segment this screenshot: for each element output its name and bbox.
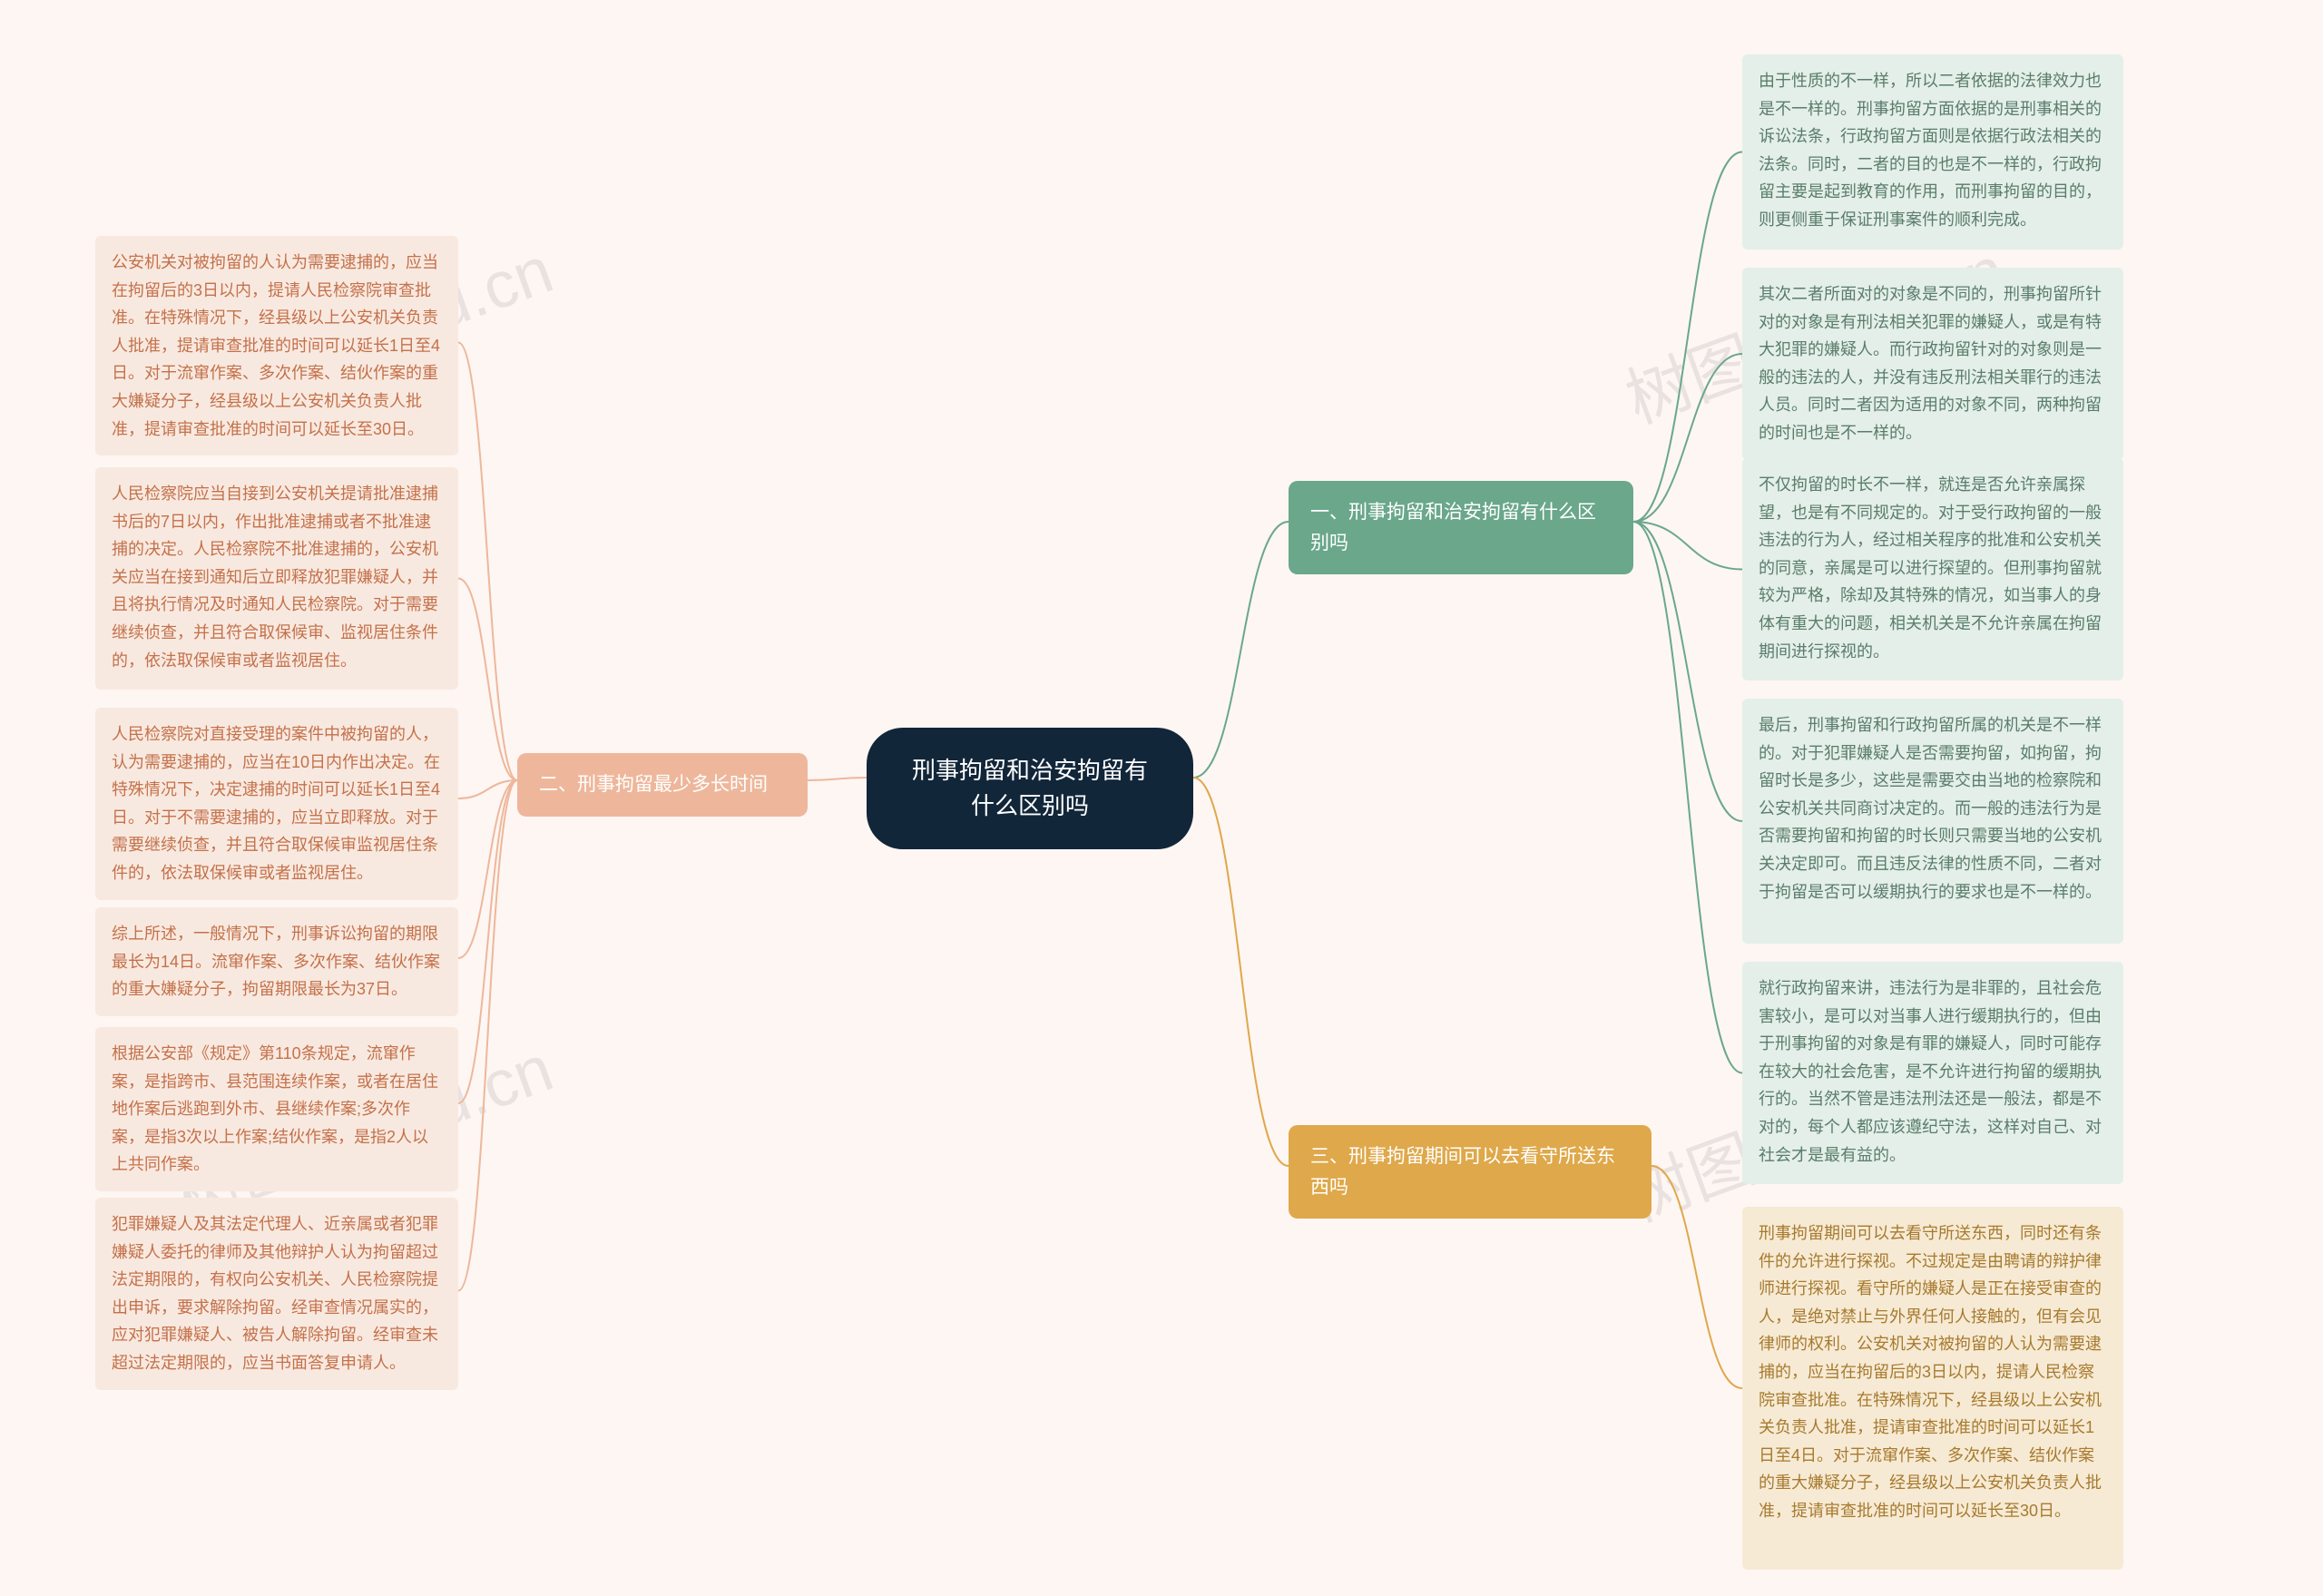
leaf-node[interactable]: 人民检察院对直接受理的案件中被拘留的人，认为需要逮捕的，应当在10日内作出决定。… — [95, 708, 458, 900]
leaf-node[interactable]: 最后，刑事拘留和行政拘留所属的机关是不一样的。对于犯罪嫌疑人是否需要拘留，如拘留… — [1742, 699, 2123, 944]
leaf-node[interactable]: 其次二者所面对的对象是不同的，刑事拘留所针对的对象是有刑法相关犯罪的嫌疑人，或是… — [1742, 268, 2123, 460]
leaf-node[interactable]: 人民检察院应当自接到公安机关提请批准逮捕书后的7日以内，作出批准逮捕或者不批准逮… — [95, 467, 458, 690]
leaf-node[interactable]: 根据公安部《规定》第110条规定，流窜作案，是指跨市、县范围连续作案，或者在居住… — [95, 1027, 458, 1191]
branch-node[interactable]: 一、刑事拘留和治安拘留有什么区别吗 — [1289, 481, 1633, 574]
branch-node[interactable]: 三、刑事拘留期间可以去看守所送东西吗 — [1289, 1125, 1652, 1219]
leaf-node[interactable]: 由于性质的不一样，所以二者依据的法律效力也是不一样的。刑事拘留方面依据的是刑事相… — [1742, 54, 2123, 250]
leaf-node[interactable]: 公安机关对被拘留的人认为需要逮捕的，应当在拘留后的3日以内，提请人民检察院审查批… — [95, 236, 458, 455]
leaf-node[interactable]: 犯罪嫌疑人及其法定代理人、近亲属或者犯罪嫌疑人委托的律师及其他辩护人认为拘留超过… — [95, 1198, 458, 1390]
branch-node[interactable]: 二、刑事拘留最少多长时间 — [517, 753, 808, 817]
leaf-node[interactable]: 不仅拘留的时长不一样，就连是否允许亲属探望，也是有不同规定的。对于受行政拘留的一… — [1742, 458, 2123, 681]
leaf-node[interactable]: 就行政拘留来讲，违法行为是非罪的，且社会危害较小，是可以对当事人进行缓期执行的，… — [1742, 962, 2123, 1184]
leaf-node[interactable]: 综上所述，一般情况下，刑事诉讼拘留的期限最长为14日。流窜作案、多次作案、结伙作… — [95, 907, 458, 1016]
mindmap-canvas: 树图 shutu.cn树图 shutu.cn树图 shutu.cn树图 shut… — [0, 0, 2323, 1596]
leaf-node[interactable]: 刑事拘留期间可以去看守所送东西，同时还有条件的允许进行探视。不过规定是由聘请的辩… — [1742, 1207, 2123, 1570]
root-node[interactable]: 刑事拘留和治安拘留有什么区别吗 — [867, 728, 1193, 849]
